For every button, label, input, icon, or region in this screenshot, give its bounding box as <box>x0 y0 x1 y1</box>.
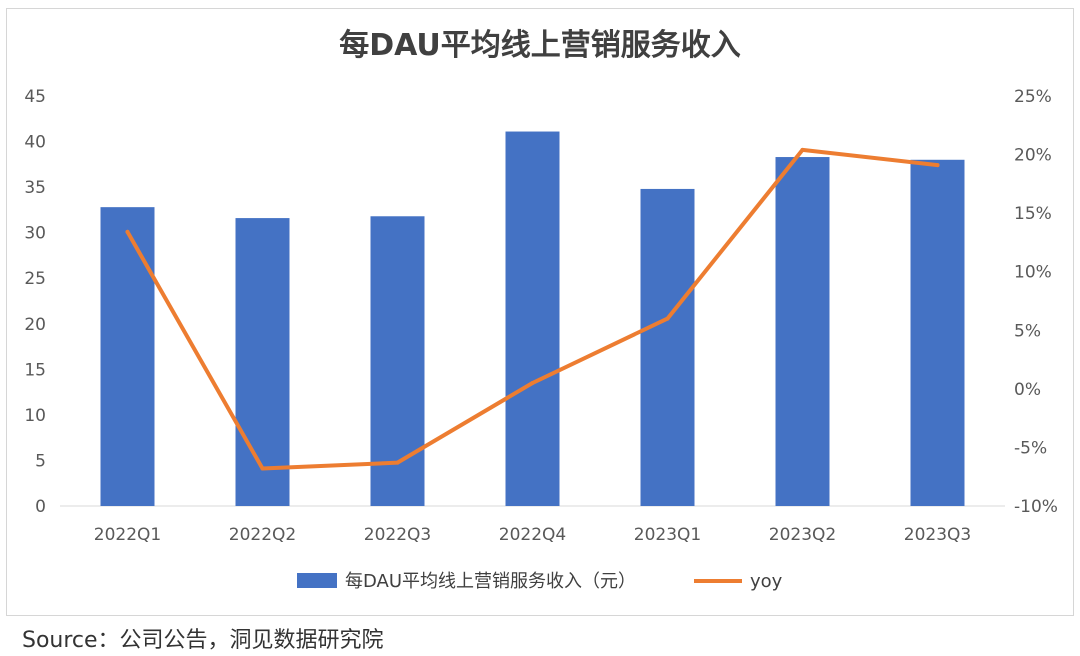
bar-2022Q2 <box>235 218 290 507</box>
left-tick-label: 5 <box>35 451 46 471</box>
bar-2022Q4 <box>505 131 560 507</box>
left-axis: 0 5 10 15 20 25 30 35 40 45 <box>24 87 1005 517</box>
legend-bar-swatch <box>297 573 337 588</box>
legend-bar-label: 每DAU平均线上营销服务收入（元） <box>345 571 636 592</box>
x-axis: 2022Q1 2022Q2 2022Q3 2022Q4 2023Q1 2023Q2 2023… <box>94 525 971 545</box>
legend-line-label: yoy <box>750 571 783 592</box>
yoy-point-2022Q1 <box>125 229 130 234</box>
right-tick-label: 10% <box>1014 263 1052 283</box>
bar-2022Q3 <box>370 216 425 506</box>
right-tick-label: 25% <box>1014 87 1052 107</box>
chart-title: 每DAU平均线上营销服务收入 <box>339 28 741 63</box>
left-tick-label: 0 <box>35 497 46 517</box>
right-axis: -10% -5% 0% 5% 10% 15% 20% 25% <box>1014 87 1058 517</box>
bar-2022Q1 <box>100 207 155 506</box>
yoy-point-2022Q2 <box>260 466 265 471</box>
right-tick-label: -5% <box>1014 438 1047 458</box>
legend: 每DAU平均线上营销服务收入（元） yoy <box>297 571 783 592</box>
right-tick-label: 20% <box>1014 146 1052 166</box>
left-tick-label: 35 <box>24 178 46 198</box>
x-tick-label: 2023Q1 <box>634 525 701 545</box>
bar-2023Q3 <box>910 159 965 506</box>
chart-svg: 每DAU平均线上营销服务收入 0 5 10 15 20 25 30 35 40 45 -10% -5… <box>24 28 1058 592</box>
left-tick-label: 45 <box>24 87 46 107</box>
right-tick-label: -10% <box>1014 497 1058 517</box>
left-tick-label: 30 <box>24 224 46 244</box>
right-tick-label: 5% <box>1014 321 1041 341</box>
left-tick-label: 40 <box>24 133 46 153</box>
bar-2023Q2 <box>775 157 830 507</box>
x-tick-label: 2022Q4 <box>499 525 566 545</box>
left-tick-label: 15 <box>24 360 46 380</box>
x-tick-label: 2022Q2 <box>229 525 296 545</box>
bar-2023Q1 <box>640 188 695 506</box>
yoy-point-2023Q3 <box>935 163 940 168</box>
left-tick-label: 20 <box>24 315 46 335</box>
x-tick-label: 2023Q2 <box>769 525 836 545</box>
bar-series <box>100 131 965 507</box>
yoy-point-2023Q1 <box>665 316 670 321</box>
yoy-point-2023Q2 <box>800 147 805 152</box>
left-tick-label: 25 <box>24 269 46 289</box>
right-tick-label: 15% <box>1014 204 1052 224</box>
yoy-point-2022Q4 <box>530 381 535 385</box>
x-tick-label: 2022Q3 <box>364 525 431 545</box>
left-tick-label: 10 <box>24 406 46 426</box>
right-tick-label: 0% <box>1014 380 1041 400</box>
x-tick-label: 2022Q1 <box>94 525 161 545</box>
yoy-line-series <box>125 147 940 471</box>
source-note: Source：公司公告，洞见数据研究院 <box>22 628 384 653</box>
x-tick-label: 2023Q3 <box>904 525 971 545</box>
yoy-point-2022Q3 <box>395 460 400 465</box>
